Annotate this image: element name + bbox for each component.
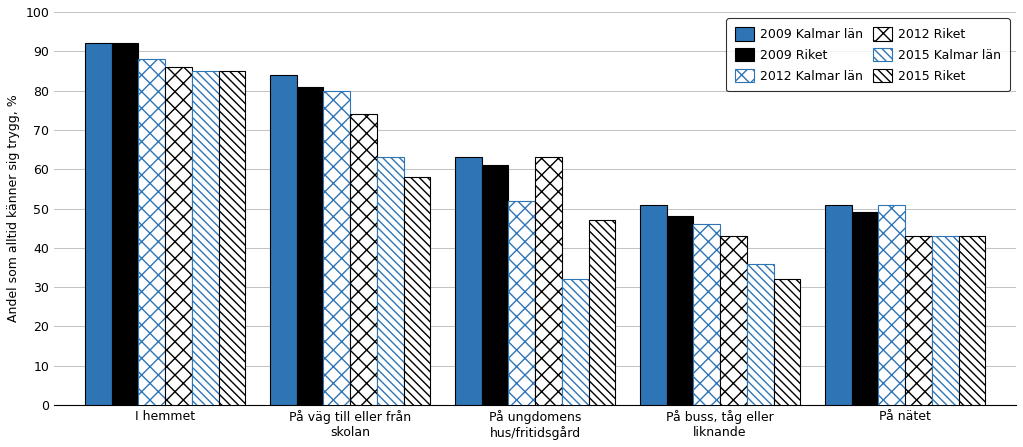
Bar: [694, 224, 720, 405]
Bar: [455, 157, 482, 405]
Bar: [376, 157, 404, 405]
Bar: [350, 114, 376, 405]
Bar: [166, 67, 192, 405]
Bar: [297, 87, 323, 405]
Bar: [640, 205, 667, 405]
Bar: [905, 236, 932, 405]
Y-axis label: Andel som alltid känner sig trygg, %: Andel som alltid känner sig trygg, %: [7, 95, 19, 322]
Bar: [720, 236, 747, 405]
Bar: [879, 205, 905, 405]
Bar: [219, 71, 246, 405]
Bar: [112, 43, 138, 405]
Bar: [323, 91, 350, 405]
Bar: [667, 216, 694, 405]
Bar: [959, 236, 985, 405]
Bar: [138, 59, 166, 405]
Bar: [404, 177, 431, 405]
Bar: [482, 165, 508, 405]
Bar: [508, 201, 535, 405]
Bar: [588, 220, 615, 405]
Bar: [747, 264, 773, 405]
Bar: [773, 279, 800, 405]
Bar: [851, 212, 879, 405]
Bar: [562, 279, 588, 405]
Bar: [535, 157, 562, 405]
Bar: [85, 43, 112, 405]
Legend: 2009 Kalmar län, 2009 Riket, 2012 Kalmar län, 2012 Riket, 2015 Kalmar län, 2015 : 2009 Kalmar län, 2009 Riket, 2012 Kalmar…: [726, 18, 1010, 92]
Bar: [825, 205, 851, 405]
Bar: [932, 236, 959, 405]
Bar: [270, 75, 297, 405]
Bar: [192, 71, 219, 405]
